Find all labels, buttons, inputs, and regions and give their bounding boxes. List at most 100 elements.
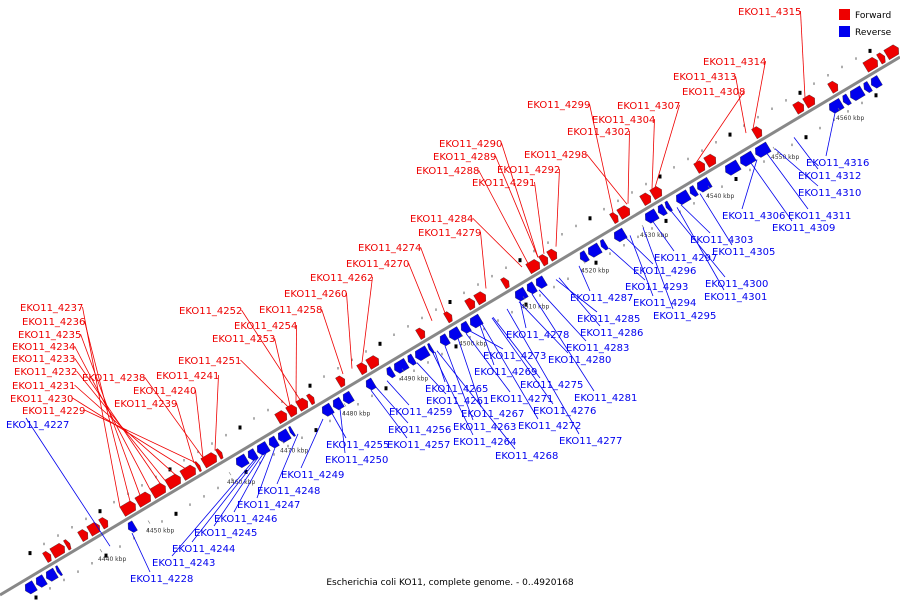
forward-gene-11-0 (525, 259, 540, 275)
forward-leader-line (84, 409, 196, 463)
reverse-gene-10-0 (645, 208, 660, 224)
forward-leader-line (408, 262, 433, 321)
forward-gene-14-0 (693, 160, 706, 174)
track-marker (463, 291, 465, 295)
track-marker (57, 534, 59, 537)
scale-tick-mark (99, 549, 103, 553)
reverse-gene-label: EKO11_4244 (172, 544, 235, 555)
reverse-gene-8-1 (588, 242, 603, 258)
legend-reverse-swatch (839, 26, 850, 37)
track-marker (343, 411, 345, 414)
reverse-gene-10-1 (657, 203, 668, 216)
forward-gene-label: EKO11_4239 (114, 399, 177, 410)
forward-gene-label: EKO11_4241 (156, 371, 219, 382)
reverse-gene-label: EKO11_4250 (325, 455, 388, 466)
forward-leader-line (495, 155, 539, 258)
reverse-gene-11-1 (689, 185, 699, 197)
track-marker (161, 520, 163, 523)
track-marker (673, 166, 675, 169)
reverse-gene-13-0 (829, 98, 845, 114)
forward-gene-4-2 (295, 397, 309, 412)
scale-tick-label: 4510 kbp (521, 303, 549, 310)
reverse-gene-label: EKO11_4243 (152, 558, 215, 569)
forward-gene-4-3 (306, 393, 315, 406)
forward-leader-line (735, 75, 747, 134)
forward-leader-line (321, 308, 344, 375)
reverse-gene-label: EKO11_4311 (788, 211, 851, 222)
forward-leader-line (654, 104, 680, 188)
reverse-gene-label: EKO11_4267 (461, 409, 524, 420)
track-marker (477, 283, 479, 286)
reverse-gene-label: EKO11_4275 (520, 380, 583, 391)
scale-tick-label: 4440 kbp (98, 556, 126, 563)
reverse-gene-label: EKO11_4280 (548, 355, 611, 366)
reverse-gene-label: EKO11_4297 (654, 253, 717, 264)
reverse-gene-8-2 (600, 238, 609, 251)
forward-genes (42, 44, 899, 563)
reverse-gene-label: EKO11_4287 (570, 293, 633, 304)
reverse-gene-label: EKO11_4228 (130, 574, 193, 585)
track-marker (874, 93, 878, 98)
forward-gene-label: EKO11_4308 (682, 87, 745, 98)
track-marker (421, 316, 423, 320)
forward-gene-1-0 (77, 529, 89, 542)
reverse-gene-label: EKO11_4276 (533, 406, 596, 417)
track-marker (281, 400, 283, 403)
reverse-leader-line (469, 330, 504, 350)
forward-leader-line (82, 306, 121, 508)
track-marker (693, 202, 695, 205)
track-marker (365, 350, 367, 353)
forward-gene-label: EKO11_4258 (259, 305, 322, 316)
track-marker (491, 274, 493, 278)
track-marker (441, 352, 443, 356)
forward-gene-label: EKO11_4232 (14, 367, 77, 378)
reverse-genes (24, 75, 883, 595)
reverse-gene-5-4 (427, 342, 435, 354)
reverse-gene-7-1 (526, 281, 538, 295)
track-marker (827, 74, 829, 77)
forward-gene-9-0 (464, 297, 476, 311)
track-marker (454, 344, 458, 349)
reverse-gene-label: EKO11_4245 (194, 528, 257, 539)
forward-leader-line (74, 384, 176, 475)
track-marker (104, 553, 108, 558)
forward-leader-line (274, 337, 291, 406)
reverse-gene-11-0 (676, 189, 692, 205)
scale-tick-label: 4530 kbp (640, 232, 668, 239)
reverse-gene-label: EKO11_4286 (580, 328, 643, 339)
legend: Forward Reverse (839, 9, 892, 38)
forward-gene-label: EKO11_4304 (592, 115, 655, 126)
forward-gene-label: EKO11_4235 (18, 330, 81, 341)
forward-leader-line (589, 103, 614, 213)
reverse-leader-line (699, 193, 733, 246)
reverse-leader-line (578, 265, 591, 292)
forward-gene-label: EKO11_4289 (433, 152, 496, 163)
track-marker (238, 425, 242, 430)
reverse-gene-label: EKO11_4312 (798, 171, 861, 182)
reverse-gene-0-2 (45, 567, 59, 582)
track-marker (211, 442, 213, 445)
track-marker (323, 375, 325, 378)
reverse-gene-label: EKO11_4268 (495, 451, 558, 462)
forward-gene-9-1 (473, 291, 487, 306)
scale-tick-label: 4490 kbp (400, 376, 428, 383)
forward-gene-label: EKO11_4254 (234, 321, 297, 332)
scale-tick-mark (228, 471, 232, 476)
track-marker (819, 126, 821, 130)
reverse-gene-label: EKO11_4306 (722, 211, 785, 222)
track-marker (231, 478, 233, 481)
forward-gene-label: EKO11_4288 (416, 166, 479, 177)
forward-labels: EKO11_4315 EKO11_4314 EKO11_4313 EKO11_4308… (10, 7, 801, 417)
reverse-leader-line (375, 386, 409, 424)
reverse-gene-label: EKO11_4249 (281, 470, 344, 481)
scale-tick-label: 4560 kbp (836, 115, 864, 122)
reverse-leader-line (506, 308, 580, 435)
forward-gene-label: EKO11_4270 (346, 259, 409, 270)
reverse-gene-4-0 (365, 377, 377, 391)
forward-gene-2-4 (179, 464, 196, 481)
track-marker (91, 562, 93, 565)
reverse-gene-label: EKO11_4300 (705, 279, 768, 290)
forward-gene-6-0 (356, 362, 368, 376)
reverse-leader-line (256, 447, 276, 499)
reverse-leader-line (276, 433, 299, 485)
